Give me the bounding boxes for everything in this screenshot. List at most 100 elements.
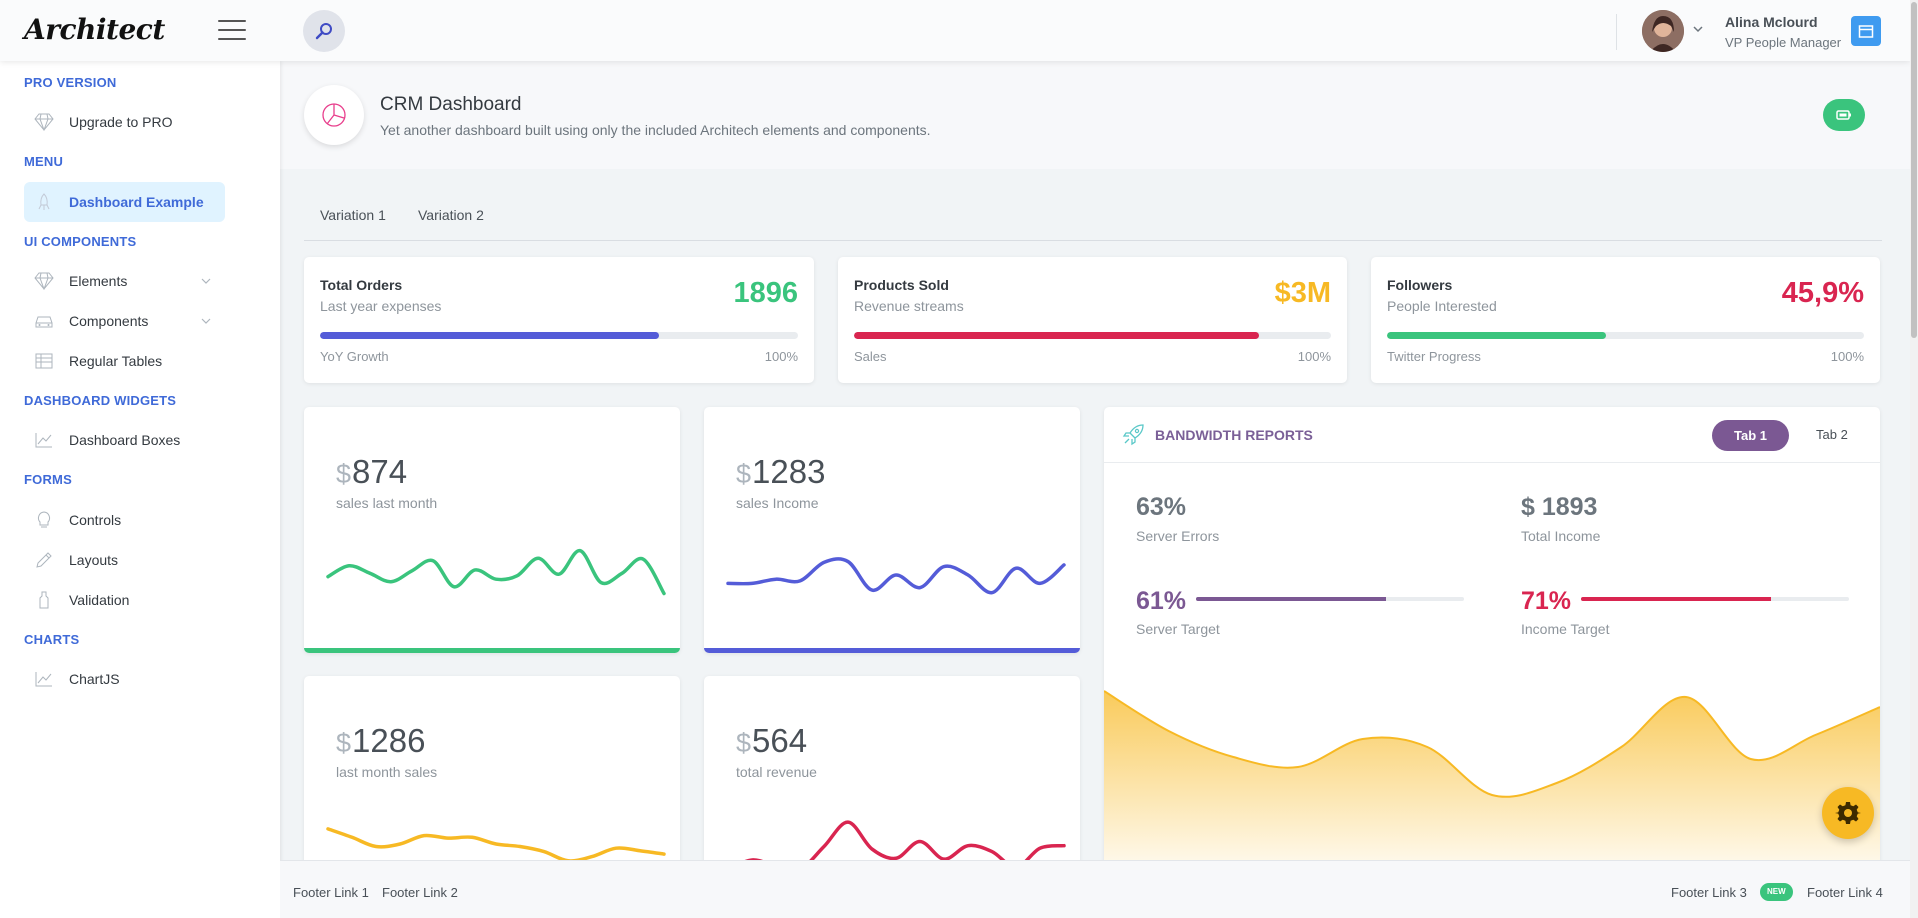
chevron-down-icon — [201, 278, 211, 284]
sidebar-heading-charts: CHARTS — [24, 632, 80, 647]
user-role: VP People Manager — [1725, 35, 1842, 50]
widget-footer-label: Sales — [854, 349, 887, 364]
card-title: BANDWIDTH REPORTS — [1155, 427, 1313, 443]
calendar-button[interactable] — [1851, 16, 1881, 46]
rocket-icon — [38, 193, 50, 210]
pie-chart-icon — [322, 103, 346, 127]
tab-variation-1[interactable]: Variation 1 — [320, 207, 386, 223]
sidebar-item-chartjs[interactable]: ChartJS — [24, 659, 225, 699]
app-footer: Footer Link 1 Footer Link 2 Footer Link … — [280, 860, 1910, 918]
header-divider — [1616, 14, 1617, 50]
sidebar-item-label: Elements — [69, 273, 128, 289]
sparkline-label: sales last month — [336, 495, 438, 511]
footer-link-2[interactable]: Footer Link 2 — [382, 885, 458, 900]
pencil-icon — [36, 552, 52, 568]
widget-total-orders: Total Orders Last year expenses 1896 YoY… — [304, 257, 814, 383]
battery-icon — [1836, 110, 1851, 120]
sparkline-label: sales Income — [736, 495, 819, 511]
user-name: Alina Mclourd — [1725, 14, 1818, 30]
widget-progress-bar — [854, 332, 1331, 339]
sidebar-item-validation[interactable]: Validation — [24, 580, 225, 620]
server-errors-value: 63% — [1136, 493, 1187, 521]
sparkline-label: total revenue — [736, 764, 817, 780]
sparkline-chart — [726, 557, 1066, 595]
server-errors-label: Server Errors — [1136, 528, 1220, 544]
chevron-down-icon — [201, 318, 211, 324]
widget-title: Followers — [1387, 277, 1453, 293]
widget-footer-label: Twitter Progress — [1387, 349, 1481, 364]
sparkline-line — [326, 827, 666, 863]
sidebar-item-label: Components — [69, 313, 149, 329]
sparkline-card-sales-last-month: $874 sales last month — [304, 407, 680, 653]
tab-2-button[interactable]: Tab 2 — [1816, 427, 1848, 442]
widget-subtitle: Revenue streams — [854, 298, 964, 314]
footer-link-4[interactable]: Footer Link 4 — [1807, 885, 1883, 900]
calendar-icon — [1858, 25, 1874, 38]
sidebar-heading-ui-components: UI COMPONENTS — [24, 234, 137, 249]
server-target-label: Server Target — [1136, 621, 1220, 637]
sidebar-item-label: ChartJS — [69, 671, 120, 687]
server-target-value: 61% — [1136, 587, 1187, 615]
app-logo[interactable]: Architect — [24, 13, 165, 46]
page-title-bar — [280, 61, 1910, 169]
widget-products-sold: Products Sold Revenue streams $3M Sales … — [838, 257, 1347, 383]
widget-subtitle: Last year expenses — [320, 298, 442, 314]
tab-variation-2[interactable]: Variation 2 — [418, 207, 484, 223]
card-header: BANDWIDTH REPORTS Tab 1 Tab 2 — [1104, 407, 1880, 463]
footer-link-1[interactable]: Footer Link 1 — [293, 885, 369, 900]
widget-followers: Followers People Interested 45,9% Twitte… — [1371, 257, 1880, 383]
area-line — [1104, 690, 1880, 798]
sidebar-item-elements[interactable]: Elements — [24, 261, 225, 301]
widget-title: Total Orders — [320, 277, 403, 293]
widget-footer-value: 100% — [1830, 349, 1864, 364]
widget-footer-label: YoY Growth — [320, 349, 389, 364]
sidebar-heading-menu: MENU — [24, 154, 64, 169]
income-target-progress — [1581, 597, 1849, 601]
battery-button[interactable] — [1823, 99, 1865, 131]
widget-value: 1896 — [733, 277, 798, 309]
sidebar-heading-pro-version: PRO VERSION — [24, 75, 117, 90]
sidebar-item-upgrade-to-pro[interactable]: Upgrade to PRO — [24, 102, 225, 142]
sparkline-card-sales-income: $1283 sales Income — [704, 407, 1080, 653]
chevron-down-icon[interactable] — [1692, 23, 1704, 35]
scrollbar-thumb[interactable] — [1911, 2, 1917, 338]
area-fill — [1104, 691, 1880, 866]
widget-progress-bar — [1387, 332, 1864, 339]
diamond-icon — [34, 272, 54, 290]
sidebar-heading-forms: FORMS — [24, 472, 72, 487]
gear-icon — [1835, 802, 1861, 824]
widget-footer-value: 100% — [1297, 349, 1331, 364]
sidebar-item-controls[interactable]: Controls — [24, 500, 225, 540]
sparkline-line — [726, 557, 1066, 595]
sidebar-item-label: Dashboard Boxes — [69, 432, 181, 448]
card-bottom-accent — [704, 648, 1080, 653]
sparkline-chart — [326, 548, 666, 596]
page-scrollbar[interactable] — [1910, 0, 1918, 918]
sidebar-item-label: Validation — [69, 592, 130, 608]
app-header: Architect Alina Mclourd VP People Manage… — [0, 0, 1910, 61]
footer-link-3[interactable]: Footer Link 3 — [1671, 885, 1747, 900]
sparkline-value: $1286 — [336, 722, 426, 759]
rocket-icon — [1122, 424, 1144, 446]
widget-subtitle: People Interested — [1387, 298, 1497, 314]
settings-button[interactable] — [1822, 787, 1874, 839]
hamburger-menu-icon[interactable] — [218, 20, 246, 40]
sidebar-item-label: Dashboard Example — [69, 194, 204, 210]
bottle-icon — [39, 591, 49, 609]
avatar[interactable] — [1642, 10, 1684, 52]
sidebar-item-layouts[interactable]: Layouts — [24, 540, 225, 580]
sidebar-item-dashboard-example[interactable]: Dashboard Example — [24, 182, 225, 222]
search-button[interactable] — [303, 10, 345, 52]
sidebar-item-dashboard-boxes[interactable]: Dashboard Boxes — [24, 420, 225, 460]
widget-value: 45,9% — [1781, 277, 1864, 309]
income-target-label: Income Target — [1521, 621, 1610, 637]
server-target-progress — [1196, 597, 1464, 601]
search-icon — [315, 23, 332, 40]
sparkline-value: $564 — [736, 722, 808, 759]
page-subtitle: Yet another dashboard built using only t… — [380, 122, 931, 138]
sidebar-item-regular-tables[interactable]: Regular Tables — [24, 341, 225, 381]
sidebar-item-label: Controls — [69, 512, 122, 528]
sidebar-heading-dashboard-widgets: DASHBOARD WIDGETS — [24, 393, 177, 408]
sidebar-item-components[interactable]: Components — [24, 301, 225, 341]
tab-1-button[interactable]: Tab 1 — [1712, 420, 1789, 451]
